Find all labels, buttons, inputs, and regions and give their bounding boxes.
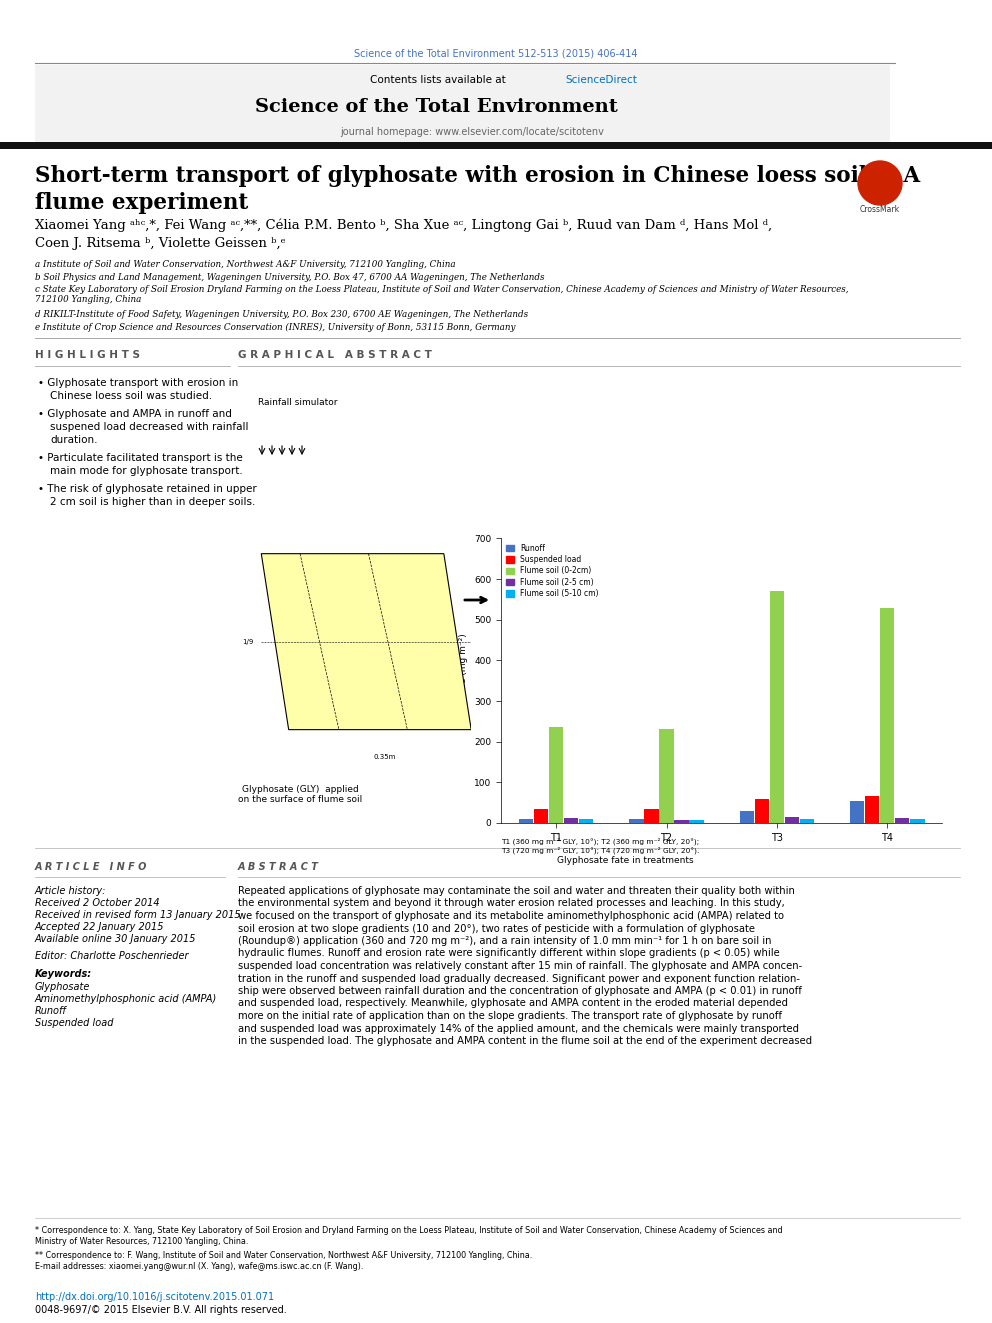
Bar (534, 808, 549, 823)
Text: http://dx.doi.org/10.1016/j.scitotenv.2015.01.071: http://dx.doi.org/10.1016/j.scitotenv.20… (35, 1293, 274, 1302)
Bar (660, 729, 674, 823)
Bar (644, 808, 659, 823)
Text: Repeated applications of glyphosate may contaminate the soil and water and threa: Repeated applications of glyphosate may … (238, 886, 795, 896)
Text: 0.35m: 0.35m (373, 754, 396, 759)
Text: journal homepage: www.elsevier.com/locate/scitotenv: journal homepage: www.elsevier.com/locat… (340, 127, 604, 138)
Text: suspended load concentration was relatively constant after 15 min of rainfall. T: suspended load concentration was relativ… (238, 960, 803, 971)
Text: Contents lists available at: Contents lists available at (370, 75, 509, 85)
Text: d RIKILT-Institute of Food Safety, Wageningen University, P.O. Box 230, 6700 AE : d RIKILT-Institute of Food Safety, Wagen… (35, 310, 528, 319)
Text: suspened load decreased with rainfall: suspened load decreased with rainfall (50, 422, 249, 433)
Text: Received in revised form 13 January 2015: Received in revised form 13 January 2015 (35, 910, 241, 919)
Bar (629, 819, 644, 823)
Text: hydraulic flumes. Runoff and erosion rate were significantly different within sl: hydraulic flumes. Runoff and erosion rat… (238, 949, 780, 958)
Circle shape (858, 161, 902, 205)
Text: Science of the Total Environment 512-513 (2015) 406-414: Science of the Total Environment 512-513… (354, 48, 638, 58)
Text: 0048-9697/© 2015 Elsevier B.V. All rights reserved.: 0048-9697/© 2015 Elsevier B.V. All right… (35, 1304, 287, 1315)
Text: we focused on the transport of glyphosate and its metabolite aminomethylphosphon: we focused on the transport of glyphosat… (238, 912, 784, 921)
Text: ship were observed between rainfall duration and the concentration of glyphosate: ship were observed between rainfall dura… (238, 986, 802, 996)
Legend: Runoff, Suspended load, Flume soil (0-2cm), Flume soil (2-5 cm), Flume soil (5-1: Runoff, Suspended load, Flume soil (0-2c… (505, 542, 600, 599)
Text: Glyphosate: Glyphosate (35, 982, 90, 992)
Text: 2 cm soil is higher than in deeper soils.: 2 cm soil is higher than in deeper soils… (50, 497, 255, 507)
Text: c State Key Laboratory of Soil Erosion Dryland Farming on the Loess Plateau, Ins: c State Key Laboratory of Soil Erosion D… (35, 284, 848, 304)
Text: ** Correspondence to: F. Wang, Institute of Soil and Water Conservation, Northwe: ** Correspondence to: F. Wang, Institute… (35, 1252, 533, 1259)
Text: soil erosion at two slope gradients (10 and 20°), two rates of pesticide with a : soil erosion at two slope gradients (10 … (238, 923, 755, 934)
Text: Xiaomei Yang ᵃʰᶜ,*, Fei Wang ᵃᶜ,**, Célia P.M. Bento ᵇ, Sha Xue ᵃᶜ, Lingtong Gai: Xiaomei Yang ᵃʰᶜ,*, Fei Wang ᵃᶜ,**, Céli… (35, 218, 772, 232)
Text: and suspended load, respectively. Meanwhile, glyphosate and AMPA content in the : and suspended load, respectively. Meanwh… (238, 999, 788, 1008)
Bar (895, 818, 910, 823)
Text: flume experiment: flume experiment (35, 192, 248, 214)
Bar (865, 796, 879, 823)
Text: Ministry of Water Resources, 712100 Yangling, China.: Ministry of Water Resources, 712100 Yang… (35, 1237, 248, 1246)
Text: * Correspondence to: X. Yang, State Key Laboratory of Soil Erosion and Dryland F: * Correspondence to: X. Yang, State Key … (35, 1226, 783, 1234)
Bar (689, 820, 703, 823)
Text: Runoff: Runoff (35, 1005, 66, 1016)
Bar (770, 591, 784, 823)
Text: Glyphosate fate in treatments: Glyphosate fate in treatments (557, 856, 693, 865)
Bar (519, 819, 533, 823)
Text: b Soil Physics and Land Management, Wageningen University, P.O. Box 47, 6700 AA : b Soil Physics and Land Management, Wage… (35, 273, 545, 282)
FancyBboxPatch shape (0, 142, 992, 149)
Text: the environmental system and beyond it through water erosion related processes a: the environmental system and beyond it t… (238, 898, 785, 909)
Text: Short-term transport of glyphosate with erosion in Chinese loess soil — A: Short-term transport of glyphosate with … (35, 165, 921, 187)
Text: Editor: Charlotte Poschenrieder: Editor: Charlotte Poschenrieder (35, 951, 188, 960)
Text: CrossMark: CrossMark (860, 205, 900, 214)
Bar (880, 607, 895, 823)
Text: Available online 30 January 2015: Available online 30 January 2015 (35, 934, 196, 945)
Text: 1/9: 1/9 (242, 639, 253, 644)
Bar (740, 811, 754, 823)
Text: duration.: duration. (50, 435, 97, 445)
Bar (785, 818, 800, 823)
Text: • Glyphosate and AMPA in runoff and: • Glyphosate and AMPA in runoff and (38, 409, 232, 419)
Text: a Institute of Soil and Water Conservation, Northwest A&F University, 712100 Yan: a Institute of Soil and Water Conservati… (35, 261, 455, 269)
Text: Chinese loess soil was studied.: Chinese loess soil was studied. (50, 392, 212, 401)
Bar (579, 819, 593, 823)
Text: Received 2 October 2014: Received 2 October 2014 (35, 898, 160, 908)
Text: Science of the Total Environment: Science of the Total Environment (255, 98, 617, 116)
Text: Keywords:: Keywords: (35, 968, 92, 979)
Text: tration in the runoff and suspended load gradually decreased. Significant power : tration in the runoff and suspended load… (238, 974, 800, 983)
Text: Accepted 22 January 2015: Accepted 22 January 2015 (35, 922, 165, 931)
Text: main mode for glyphosate transport.: main mode for glyphosate transport. (50, 466, 243, 476)
Bar (564, 818, 578, 823)
Text: E-mail addresses: xiaomei.yang@wur.nl (X. Yang), wafe@ms.iswc.ac.cn (F. Wang).: E-mail addresses: xiaomei.yang@wur.nl (X… (35, 1262, 363, 1271)
Text: • Particulate facilitated transport is the: • Particulate facilitated transport is t… (38, 452, 243, 463)
Y-axis label: Glyphosate (mg m⁻²): Glyphosate (mg m⁻²) (459, 632, 468, 729)
Text: Article history:: Article history: (35, 886, 106, 896)
Bar (755, 799, 769, 823)
Text: in the suspended load. The glyphosate and AMPA content in the flume soil at the : in the suspended load. The glyphosate an… (238, 1036, 812, 1046)
Bar (549, 728, 563, 823)
FancyBboxPatch shape (35, 65, 890, 143)
Text: • Glyphosate transport with erosion in: • Glyphosate transport with erosion in (38, 378, 238, 388)
Bar (800, 819, 814, 823)
Text: T1 (360 mg m⁻² GLY, 10°); T2 (360 mg m⁻² GLY, 20°);
T3 (720 mg m⁻² GLY, 10°); T4: T1 (360 mg m⁻² GLY, 10°); T2 (360 mg m⁻²… (501, 837, 699, 853)
Text: A B S T R A C T: A B S T R A C T (238, 863, 318, 872)
Text: Aminomethylphosphonic acid (AMPA): Aminomethylphosphonic acid (AMPA) (35, 994, 217, 1004)
Text: G R A P H I C A L   A B S T R A C T: G R A P H I C A L A B S T R A C T (238, 351, 432, 360)
Text: A R T I C L E   I N F O: A R T I C L E I N F O (35, 863, 148, 872)
Polygon shape (261, 553, 471, 730)
Text: (Roundup®) application (360 and 720 mg m⁻²), and a rain intensity of 1.0 mm min⁻: (Roundup®) application (360 and 720 mg m… (238, 935, 772, 946)
Text: H I G H L I G H T S: H I G H L I G H T S (35, 351, 140, 360)
Text: Rainfall simulator: Rainfall simulator (258, 398, 337, 407)
Text: and suspended load was approximately 14% of the applied amount, and the chemical: and suspended load was approximately 14%… (238, 1024, 799, 1033)
Text: e Institute of Crop Science and Resources Conservation (INRES), University of Bo: e Institute of Crop Science and Resource… (35, 323, 516, 332)
Bar (850, 800, 864, 823)
Text: Suspended load: Suspended load (35, 1017, 113, 1028)
Text: ScienceDirect: ScienceDirect (565, 75, 637, 85)
Text: Glyphosate (GLY)  applied
on the surface of flume soil: Glyphosate (GLY) applied on the surface … (238, 785, 362, 804)
Bar (675, 820, 688, 823)
Text: more on the initial rate of application than on the slope gradients. The transpo: more on the initial rate of application … (238, 1011, 782, 1021)
Bar (911, 819, 925, 823)
Text: • The risk of glyphosate retained in upper: • The risk of glyphosate retained in upp… (38, 484, 257, 493)
Text: Coen J. Ritsema ᵇ, Violette Geissen ᵇ,ᵉ: Coen J. Ritsema ᵇ, Violette Geissen ᵇ,ᵉ (35, 237, 286, 250)
